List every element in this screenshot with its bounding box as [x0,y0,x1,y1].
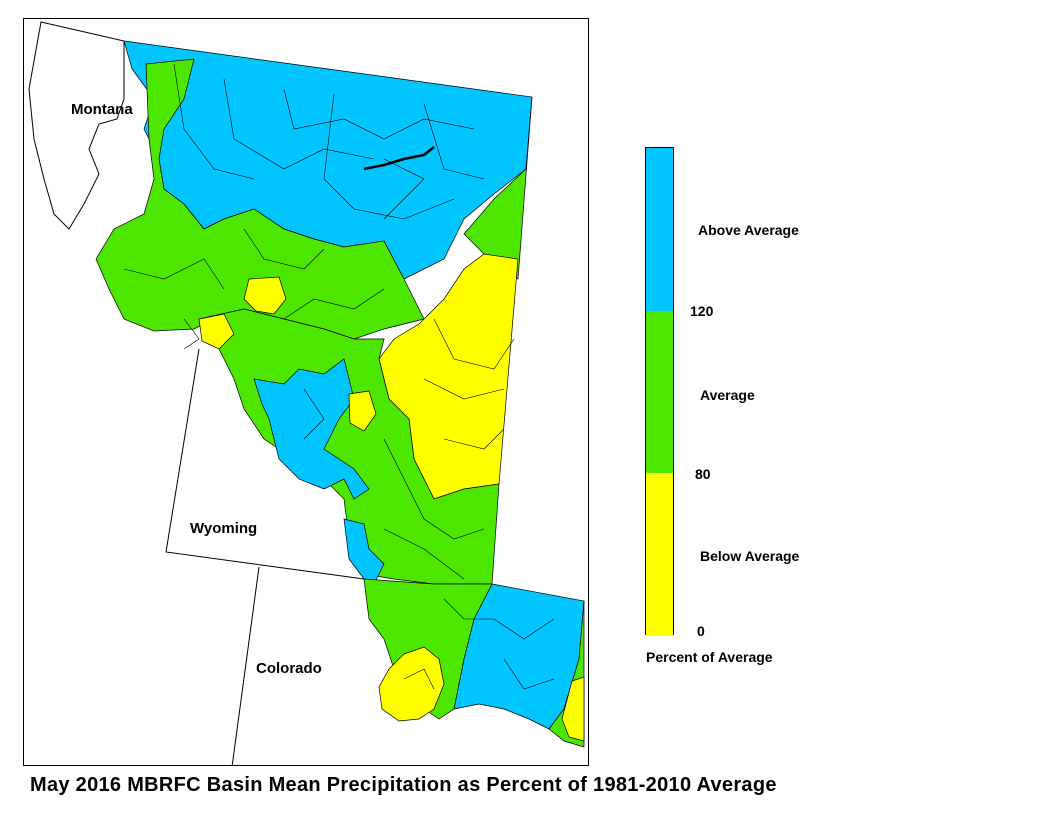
legend-label-below-average: Below Average [700,548,800,564]
legend-band-below-average [646,473,673,636]
basin-region-west-average [95,58,425,340]
colorado-boundary [231,566,260,765]
wyoming-boundary [165,348,365,580]
legend-label-above-average: Above Average [698,222,799,238]
basin-map [28,21,585,765]
state-label-wyoming: Wyoming [190,520,258,537]
basin-region-wyoming-above [253,358,370,500]
reservoir-lake [363,146,435,171]
map-panel: Montana Wyoming Colorado [23,18,589,766]
sub-basin-lines [123,63,555,690]
basin-region-northeast-average [463,96,533,280]
basin-region-colorado-southwest-below [378,646,445,722]
basin-region-south-above [343,518,385,585]
basin-region-colorado-average [363,578,493,720]
legend-break-0: 0 [697,623,705,639]
state-label-montana: Montana [71,101,133,118]
legend-title: Percent of Average [646,649,773,665]
state-boundaries [28,21,365,765]
legend-label-average: Average [700,387,755,403]
legend-break-80: 80 [695,466,711,482]
legend-break-120: 120 [690,303,714,319]
legend-color-bar [645,147,674,636]
map-caption: May 2016 MBRFC Basin Mean Precipitation … [30,774,777,796]
basin-region-divide-below [198,313,235,350]
legend-band-average [646,311,673,473]
legend-band-above-average [646,148,673,311]
basin-region-central-below [348,390,377,432]
basin-region-colorado-southeast-below [561,676,585,742]
basin-region-montana-pocket-below [243,276,287,315]
state-label-colorado: Colorado [256,660,322,677]
basin-region-central-average [198,308,500,585]
basin-regions [95,40,585,748]
montana-boundary [28,21,125,230]
